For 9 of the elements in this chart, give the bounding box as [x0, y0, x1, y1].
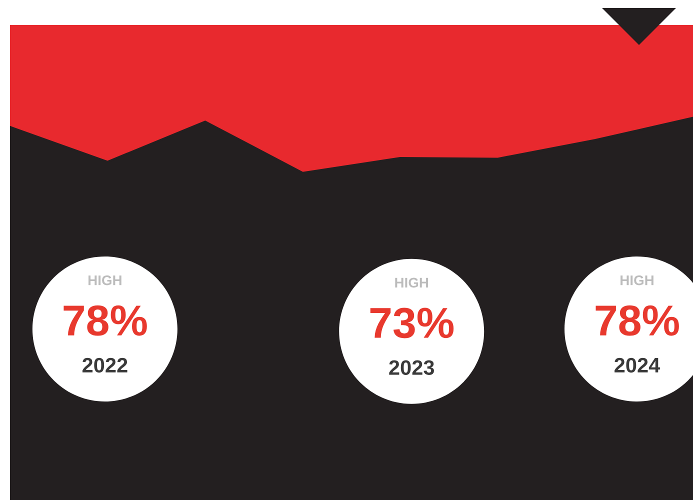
annotation: 78% — [64, 305, 147, 336]
annotation: HIGH — [395, 278, 428, 288]
annotation: 2023 — [389, 360, 434, 375]
annotation: 78% — [596, 305, 679, 336]
annotation: 73% — [370, 308, 454, 338]
annotation: HIGH — [88, 275, 122, 286]
annotation: 2022 — [82, 358, 128, 373]
annotation: 2024 — [614, 358, 660, 373]
annotation: HIGH — [620, 275, 654, 286]
